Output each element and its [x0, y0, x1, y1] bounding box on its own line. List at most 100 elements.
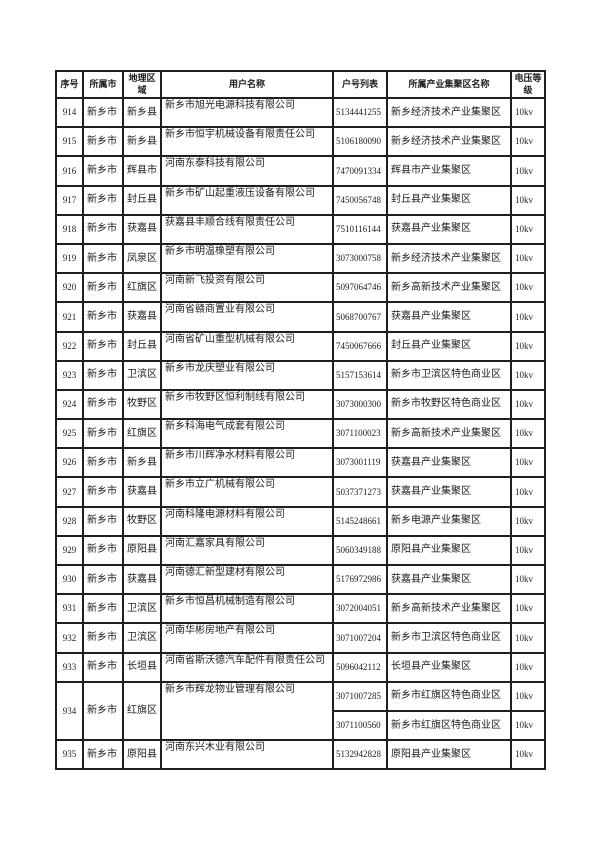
cell-serial: 932	[55, 622, 84, 654]
cell-name: 新乡市旭光电源科技有限公司	[160, 96, 334, 129]
cell-voltage: 10kv	[510, 593, 546, 625]
cell-region: 卫滨区	[122, 359, 162, 391]
cell-voltage: 10kv	[510, 213, 546, 245]
cell-name: 新乡市立广机械有限公司	[160, 476, 334, 508]
cell-region: 封丘县	[122, 184, 162, 216]
cell-serial: 917	[55, 184, 84, 216]
cell-serial: 922	[55, 330, 84, 362]
cell-voltage: 10kv	[510, 330, 546, 362]
cell-city: 新乡市	[82, 447, 124, 479]
table-row: 933 新乡市 长垣县 河南省斯沃德汽车配件有限责任公司 5096042112 长垣县产业…	[55, 651, 546, 683]
cell-serial: 927	[55, 476, 84, 508]
table-row: 927 新乡市 获嘉县 新乡市立广机械有限公司 5037371273 获嘉县产业集聚区 10…	[55, 476, 546, 508]
cell-name: 新乡市川辉净水材料有限公司	[160, 447, 334, 479]
cell-account: 5097064746	[332, 272, 388, 304]
cell-region: 红旗区	[122, 272, 162, 304]
cell-name: 新乡市明温橡塑有限公司	[160, 242, 334, 275]
cell-city: 新乡市	[82, 476, 124, 508]
cell-voltage: 10kv	[510, 242, 546, 275]
cell-city: 新乡市	[82, 505, 124, 537]
cell-cluster: 新乡经济技术产业集聚区	[386, 126, 512, 158]
cell-account: 5176972986	[332, 563, 388, 596]
cell-city: 新乡市	[82, 126, 124, 158]
cell-name: 河南省斯沃德汽车配件有限责任公司	[160, 651, 334, 683]
industrial-cluster-user-table: 序号 所属市 地理区域 用户名称 户号列表 所属产业集聚区名称 电压等级 914 新乡市 新乡县…	[55, 70, 546, 771]
table-body: 914 新乡市 新乡县 新乡市旭光电源科技有限公司 5134441255 新乡经济技术产业…	[55, 96, 546, 771]
cell-account: 7470091334	[332, 155, 388, 187]
cell-region: 辉县市	[122, 155, 162, 187]
cell-city: 新乡市	[82, 155, 124, 187]
cell-cluster: 获嘉县产业集聚区	[386, 447, 512, 479]
table-row: 917 新乡市 封丘县 新乡市矿山起重液压设备有限公司 7450056748 封丘县产业集…	[55, 184, 546, 216]
cell-name: 河南省赣商置业有限公司	[160, 301, 334, 333]
cell-city: 新乡市	[82, 96, 124, 129]
cell-account: 7510116144	[332, 213, 388, 245]
cell-serial: 928	[55, 505, 84, 537]
cell-cluster: 原阳县产业集聚区	[386, 739, 512, 771]
table-row: 923 新乡市 卫滨区 新乡市龙庆塑业有限公司 5157153614 新乡市卫滨区特色商业…	[55, 359, 546, 391]
cell-region: 获嘉县	[122, 213, 162, 245]
cell-account: 5134441255	[332, 96, 388, 129]
cell-name: 新乡市恒昌机械制造有限公司	[160, 593, 334, 625]
cell-city: 新乡市	[82, 388, 124, 421]
cell-city: 新乡市	[82, 680, 124, 742]
column-header-cluster: 所属产业集聚区名称	[386, 70, 512, 99]
table-row: 928 新乡市 牧野区 河南科隆电源材料有限公司 5145248661 新乡电源产业集聚区…	[55, 505, 546, 537]
header-row: 序号 所属市 地理区域 用户名称 户号列表 所属产业集聚区名称 电压等级	[55, 70, 546, 99]
cell-voltage: 10kv	[510, 476, 546, 508]
cell-serial: 933	[55, 651, 84, 683]
table-row: 932 新乡市 卫滨区 河南华彬房地产有限公司 3071007204 新乡市卫滨区特色商业…	[55, 622, 546, 654]
cell-region: 获嘉县	[122, 563, 162, 596]
cell-name: 河南新飞投资有限公司	[160, 272, 334, 304]
cell-voltage: 10kv	[510, 301, 546, 333]
cell-name: 新乡市辉龙物业管理有限公司	[160, 680, 334, 742]
cell-serial: 914	[55, 96, 84, 129]
cell-region: 新乡县	[122, 447, 162, 479]
cell-serial: 926	[55, 447, 84, 479]
column-header-region: 地理区域	[122, 70, 162, 99]
cell-voltage: 10kv	[510, 126, 546, 158]
cell-account: 5096042112	[332, 651, 388, 683]
cell-name: 新乡市龙庆塑业有限公司	[160, 359, 334, 391]
cell-cluster: 新乡高新技术产业集聚区	[386, 593, 512, 625]
cell-account: 5068700767	[332, 301, 388, 333]
cell-city: 新乡市	[82, 184, 124, 216]
cell-cluster: 新乡高新技术产业集聚区	[386, 272, 512, 304]
cell-account: 5157153614	[332, 359, 388, 391]
cell-cluster: 获嘉县产业集聚区	[386, 476, 512, 508]
cell-name: 河南汇嘉家具有限公司	[160, 534, 334, 567]
cell-region: 红旗区	[122, 680, 162, 742]
cell-account: 5145248661	[332, 505, 388, 537]
table-row: 931 新乡市 卫滨区 新乡市恒昌机械制造有限公司 3072004051 新乡高新技术产业…	[55, 593, 546, 625]
cell-account: 3071100023	[332, 418, 388, 450]
cell-region: 红旗区	[122, 418, 162, 450]
cell-city: 新乡市	[82, 563, 124, 596]
table-row: 916 新乡市 辉县市 河南东泰科技有限公司 7470091334 辉县市产业集聚区 10k…	[55, 155, 546, 187]
cell-name: 河南东泰科技有限公司	[160, 155, 334, 187]
cell-name: 新乡市牧野区恒利制线有限公司	[160, 388, 334, 421]
cell-city: 新乡市	[82, 213, 124, 245]
table-row: 3071100560 新乡市红旗区特色商业区 10kv	[56, 709, 546, 742]
cell-city: 新乡市	[82, 242, 124, 275]
cell-voltage: 10kv	[510, 505, 546, 537]
cell-cluster: 新乡市卫滨区特色商业区	[386, 622, 512, 654]
cell-account: 5037371273	[332, 476, 388, 508]
cell-voltage: 10kv	[510, 651, 546, 683]
table-row: 929 新乡市 原阳县 河南汇嘉家具有限公司 5060349188 原阳县产业集聚区 10k…	[55, 534, 546, 567]
cell-city: 新乡市	[82, 622, 124, 654]
cell-account: 3071100560	[332, 709, 388, 742]
cell-serial: 929	[55, 534, 84, 567]
cell-serial: 924	[55, 388, 84, 421]
cell-region: 获嘉县	[122, 301, 162, 333]
cell-account: 5106180090	[332, 126, 388, 158]
column-header-voltage: 电压等级	[510, 70, 546, 99]
cell-serial: 931	[55, 593, 84, 625]
cell-city: 新乡市	[82, 301, 124, 333]
cell-city: 新乡市	[82, 651, 124, 683]
cell-voltage: 10kv	[510, 563, 546, 596]
cell-cluster: 获嘉县产业集聚区	[386, 213, 512, 245]
cell-cluster: 获嘉县产业集聚区	[386, 301, 512, 333]
cell-voltage: 10kv	[510, 534, 546, 567]
cell-name: 河南东兴木业有限公司	[160, 739, 334, 771]
